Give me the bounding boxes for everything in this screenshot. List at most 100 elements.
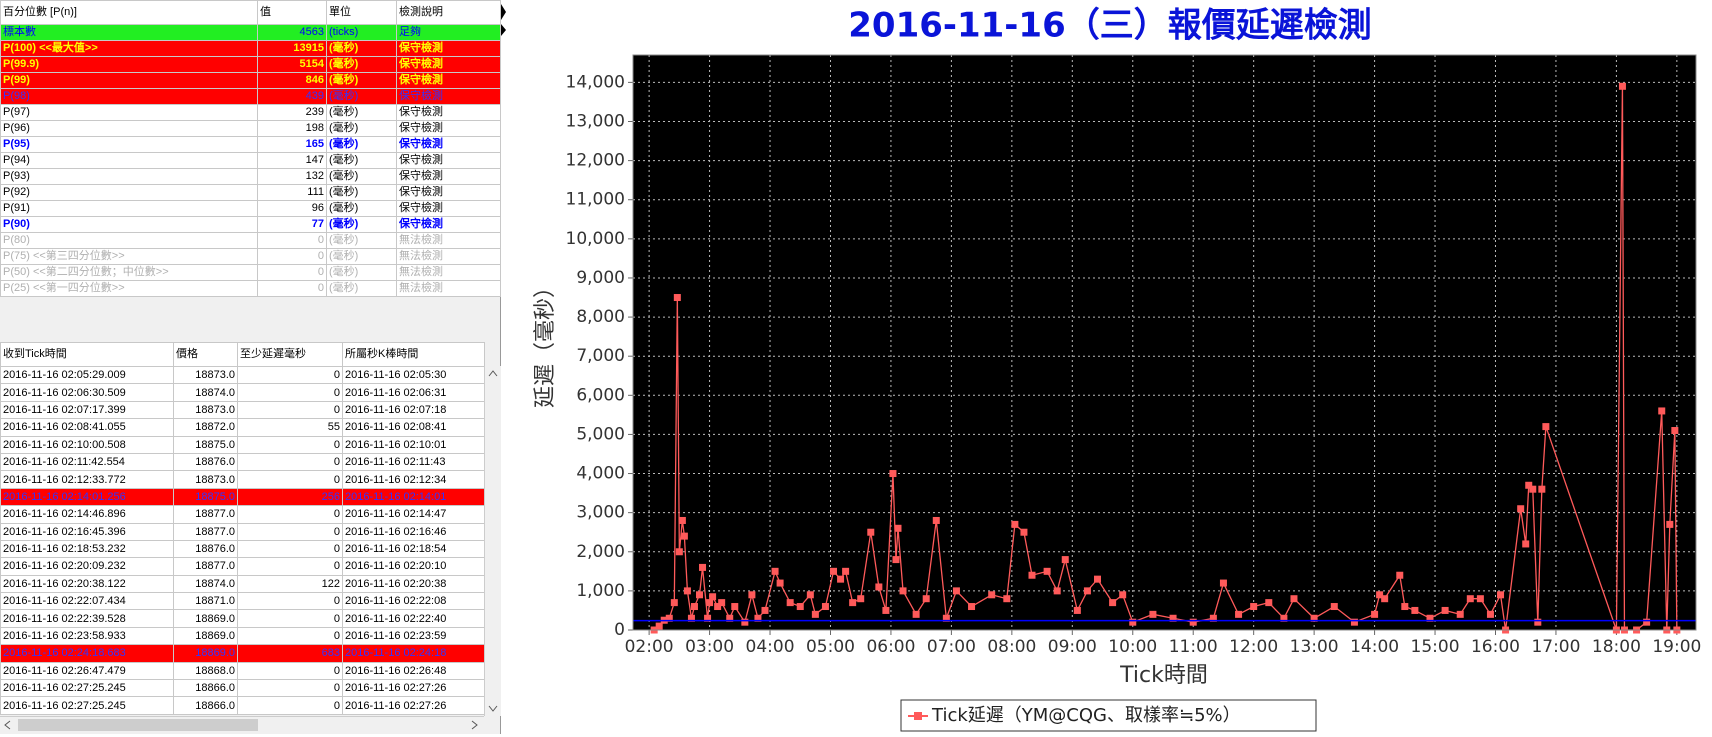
cell: 保守檢測: [396, 56, 501, 73]
data-point: [1219, 579, 1227, 587]
data-point: [1149, 610, 1157, 618]
cell: 2016-11-16 02:27:26: [342, 696, 485, 715]
cell: 保守檢測: [396, 200, 501, 217]
y-tick-label: 2,000: [576, 542, 625, 562]
cell: 保守檢測: [396, 88, 501, 105]
cell: 18869.0: [173, 644, 238, 663]
cell: 2016-11-16 02:27:26: [342, 679, 485, 698]
data-point: [968, 603, 976, 611]
data-point: [1011, 520, 1019, 528]
cell: 18869.0: [173, 626, 238, 646]
data-point: [1020, 528, 1028, 536]
cell: 132: [257, 168, 327, 185]
data-point: [776, 579, 784, 587]
cell: (毫秒): [326, 168, 397, 185]
cell: 96: [257, 200, 327, 217]
cell: 0: [257, 264, 327, 281]
x-tick-label: 19:00: [1652, 637, 1701, 657]
cell: 保守檢測: [396, 152, 501, 169]
cell: 0: [237, 609, 343, 628]
table-row: P(97) 239 (毫秒) 保守檢測: [0, 104, 501, 121]
cell: 2016-11-16 02:10:01: [342, 435, 485, 454]
cell: (毫秒): [326, 232, 397, 249]
vertical-scrollbar[interactable]: [484, 366, 501, 716]
cell: 2016-11-16 02:14:47: [342, 505, 485, 524]
data-point: [1371, 610, 1379, 618]
cell: 18874.0: [173, 383, 238, 402]
data-point: [1053, 587, 1061, 595]
cell: 2016-11-16 02:23:58.933: [0, 626, 174, 646]
header-row: 百分位數 [P(n)] 值單位 檢測說明: [0, 0, 501, 25]
splitter[interactable]: [500, 0, 508, 734]
cell: 18875.0: [173, 435, 238, 454]
cell: P(50) <<第二四分位數；中位數>>: [0, 264, 258, 281]
table-row: P(50) <<第二四分位數；中位數>> 0 (毫秒) 無法檢測: [0, 264, 501, 281]
cell: 147: [257, 152, 327, 169]
table-row: 2016-11-16 02:18:53.232 18876.0 0 2016-11-1…: [0, 539, 485, 559]
x-axis-label: Tick時間: [1119, 663, 1208, 688]
table-row: P(80) 0 (毫秒) 無法檢測: [0, 232, 501, 249]
x-tick-label: 04:00: [746, 637, 795, 657]
cell: 2016-11-16 02:18:53.232: [0, 539, 174, 559]
table-row: P(98) 439 (毫秒) 保守檢測: [0, 88, 501, 105]
cell: 439: [257, 88, 327, 105]
data-point: [811, 610, 819, 618]
table-row: 2016-11-16 02:11:42.554 18876.0 0 2016-11-1…: [0, 452, 485, 472]
cell: P(97): [0, 104, 258, 121]
cell: (毫秒): [326, 88, 397, 105]
data-point: [673, 294, 681, 302]
data-point: [1169, 614, 1177, 622]
cell: 0: [257, 280, 327, 297]
data-point: [1350, 618, 1358, 626]
cell: 18877.0: [173, 522, 238, 541]
legend-marker: [914, 712, 922, 720]
cell: P(100) <<最大值>>: [0, 40, 258, 57]
cell: 2016-11-16 02:08:41.055: [0, 418, 174, 437]
data-point: [754, 614, 762, 622]
cell: 122: [237, 574, 343, 594]
cell: (毫秒): [326, 56, 397, 73]
cell: 2016-11-16 02:12:33.772: [0, 470, 174, 489]
data-point: [1538, 485, 1546, 493]
data-point: [1310, 614, 1318, 622]
cell: 111: [257, 184, 327, 201]
header-cell: 值: [257, 0, 327, 25]
cell: P(96): [0, 120, 258, 137]
data-point: [857, 595, 865, 603]
y-tick-label: 9,000: [576, 268, 625, 288]
data-point: [842, 567, 850, 575]
x-tick-label: 06:00: [866, 637, 915, 657]
header-cell: 收到Tick時間: [0, 342, 174, 367]
data-point: [1396, 571, 1404, 579]
data-point: [1381, 595, 1389, 603]
cell: 0: [257, 232, 327, 249]
cell: 無法檢測: [396, 248, 501, 265]
cell: 0: [237, 696, 343, 715]
cell: 保守檢測: [396, 184, 501, 201]
table-row: 2016-11-16 02:16:45.396 18877.0 0 2016-11-1…: [0, 522, 485, 541]
cell: (毫秒): [326, 72, 397, 89]
data-point: [1129, 618, 1137, 626]
cell: 2016-11-16 02:05:30: [342, 365, 485, 385]
table-row: 2016-11-16 02:07:17.399 18873.0 0 2016-11-1…: [0, 400, 485, 420]
cell: P(99): [0, 72, 258, 89]
cell: 18874.0: [173, 574, 238, 594]
cell: 2016-11-16 02:16:45.396: [0, 522, 174, 541]
x-tick-label: 10:00: [1108, 637, 1157, 657]
y-tick-label: 0: [614, 620, 625, 640]
cell: 256: [237, 487, 343, 507]
cell: 0: [237, 661, 343, 681]
data-point: [1618, 82, 1626, 90]
horizontal-scrollbar[interactable]: [0, 716, 484, 733]
cell: 0: [237, 400, 343, 420]
data-point: [882, 606, 890, 614]
cell: (毫秒): [326, 280, 397, 297]
data-point: [821, 603, 829, 611]
data-point: [1411, 606, 1419, 614]
table-row: P(90) 77 (毫秒) 保守檢測: [0, 216, 501, 233]
cell: 2016-11-16 02:11:43: [342, 452, 485, 472]
data-point: [1083, 587, 1091, 595]
y-tick-label: 1,000: [576, 581, 625, 601]
data-point: [1119, 591, 1127, 599]
y-tick-label: 14,000: [566, 72, 625, 92]
